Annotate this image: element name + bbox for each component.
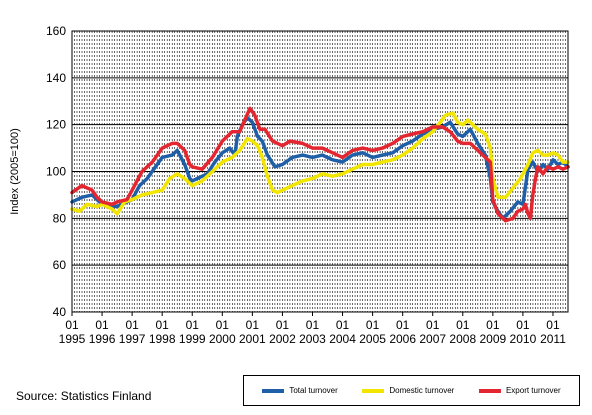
y-tick-label: 100 [46, 165, 66, 179]
series-lines [70, 106, 570, 223]
x-tick-month-label: 01 [396, 318, 410, 332]
x-tick-month-label: 01 [246, 318, 260, 332]
x-tick-month-label: 01 [186, 318, 200, 332]
y-tick-label: 40 [53, 305, 67, 319]
x-tick-year-label: 1996 [89, 332, 116, 346]
x-tick-month-label: 01 [216, 318, 230, 332]
legend-label-total: Total turnover [289, 386, 338, 395]
x-tick-month-label: 01 [456, 318, 470, 332]
x-tick-month-label: 01 [546, 318, 560, 332]
legend-item-export: Export turnover [478, 386, 561, 395]
y-tick-labels: 40 60 80 100 120 140 160 [46, 24, 66, 319]
x-tick-year-label: 2003 [299, 332, 326, 346]
x-tick-year-label: 1999 [179, 332, 206, 346]
y-tick-label: 160 [46, 24, 66, 38]
y-tick-label: 120 [46, 118, 66, 132]
x-tick-year-label: 2004 [329, 332, 356, 346]
plot-border [71, 30, 569, 313]
legend-swatch-domestic [362, 388, 385, 393]
x-tick-year-label: 2011 [540, 332, 566, 346]
y-tick-label: 140 [46, 71, 66, 85]
legend-swatch-export [478, 388, 501, 393]
x-tick-labels: 0119950119960119970119980119990120000120… [59, 312, 566, 346]
y-axis-label: Index (2005=100) [9, 128, 21, 215]
series-line-2 [70, 106, 570, 223]
y-tick-label: 60 [53, 258, 67, 272]
legend: Total turnover Domestic turnover Export … [243, 375, 580, 406]
legend-item-total: Total turnover [262, 386, 338, 395]
legend-label-domestic: Domestic turnover [389, 386, 455, 395]
x-tick-month-label: 01 [65, 318, 79, 332]
legend-swatch-total [262, 388, 285, 393]
x-tick-year-label: 2005 [359, 332, 386, 346]
x-tick-year-label: 1998 [149, 332, 176, 346]
x-tick-year-label: 1995 [59, 332, 86, 346]
x-tick-month-label: 01 [156, 318, 170, 332]
x-tick-month-label: 01 [306, 318, 320, 332]
x-tick-year-label: 2007 [419, 332, 446, 346]
y-tick-label: 80 [53, 211, 67, 225]
x-tick-month-label: 01 [276, 318, 290, 332]
x-tick-year-label: 2002 [269, 332, 296, 346]
x-tick-year-label: 2010 [510, 332, 537, 346]
x-tick-year-label: 2000 [209, 332, 236, 346]
x-tick-year-label: 2006 [389, 332, 416, 346]
legend-label-export: Export turnover [505, 386, 561, 395]
x-tick-month-label: 01 [336, 318, 350, 332]
series-line-1 [70, 111, 570, 216]
x-tick-year-label: 1997 [119, 332, 146, 346]
x-tick-month-label: 01 [95, 318, 109, 332]
x-tick-month-label: 01 [486, 318, 500, 332]
x-tick-month-label: 01 [516, 318, 530, 332]
x-tick-month-label: 01 [426, 318, 440, 332]
series-line-0 [70, 115, 570, 221]
source-note: Source: Statistics Finland [16, 389, 152, 403]
x-tick-month-label: 01 [125, 318, 139, 332]
x-tick-year-label: 2001 [239, 332, 266, 346]
x-tick-year-label: 2009 [479, 332, 506, 346]
legend-item-domestic: Domestic turnover [362, 386, 454, 395]
x-tick-year-label: 2008 [449, 332, 476, 346]
x-tick-month-label: 01 [366, 318, 380, 332]
